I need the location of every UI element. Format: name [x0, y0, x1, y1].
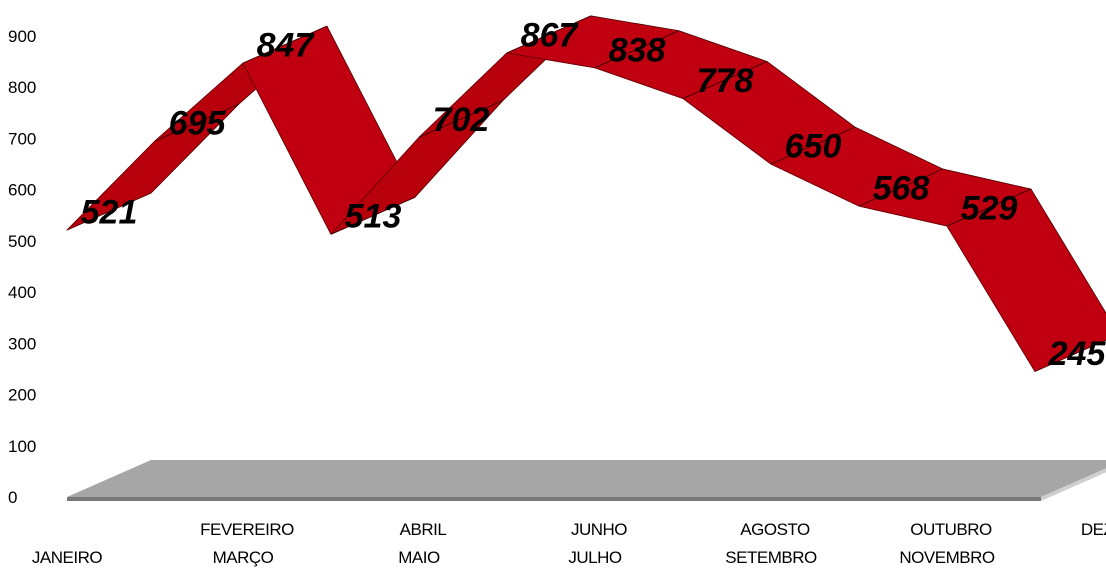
data-label: 838 — [609, 31, 666, 69]
x-tick-label-dezembro: DEZEMBRO — [1081, 520, 1106, 539]
ribbon-crease — [418, 100, 504, 138]
ribbon-front-edge — [682, 98, 772, 165]
ribbon-front-edge — [858, 205, 948, 227]
ribbon-front-edge — [594, 67, 684, 99]
y-tick-label: 100 — [8, 437, 36, 456]
data-label: 650 — [785, 128, 842, 166]
ribbon-crease — [594, 30, 680, 69]
y-tick-label: 200 — [8, 386, 36, 405]
y-tick-label: 600 — [8, 181, 36, 200]
x-tick-label-agosto: AGOSTO — [740, 520, 810, 539]
x-tick-label-julho: JULHO — [568, 548, 622, 567]
ribbon-crease — [858, 168, 944, 207]
x-tick-label-abril: ABRIL — [400, 520, 447, 539]
ribbon-series — [66, 15, 1106, 372]
ribbon-crease — [682, 61, 768, 99]
y-tick-label: 700 — [8, 129, 36, 148]
ribbon-front-edge — [506, 52, 596, 69]
data-label: 778 — [697, 62, 754, 100]
x-tick-label-fevereiro: FEVEREIRO — [200, 520, 294, 539]
ribbon-crease — [154, 103, 240, 142]
ribbon-crease — [330, 196, 416, 235]
ribbon-crease — [242, 25, 328, 64]
x-tick-label-marco: MARÇO — [213, 548, 274, 567]
y-tick-label: 800 — [8, 78, 36, 97]
floor-front-edge — [67, 497, 1041, 501]
data-label: 513 — [345, 198, 402, 236]
y-tick-label: 300 — [8, 334, 36, 353]
data-label: 245 — [1048, 335, 1106, 373]
ribbon-crease — [946, 188, 1032, 227]
y-tick-label: 0 — [8, 488, 17, 507]
y-axis: 0 100 200 300 400 500 600 700 800 900 — [8, 27, 36, 507]
ribbon-front-edge — [154, 62, 244, 142]
y-tick-label: 500 — [8, 232, 36, 251]
x-tick-label-setembro: SETEMBRO — [725, 548, 817, 567]
ribbon-front-edge — [418, 52, 508, 138]
y-tick-label: 900 — [8, 27, 36, 46]
x-tick-label-outubro: OUTUBRO — [910, 520, 992, 539]
ribbon-crease — [770, 126, 856, 165]
data-label: 521 — [81, 194, 138, 232]
data-label: 847 — [257, 27, 316, 65]
data-label: 529 — [961, 190, 1018, 228]
x-tick-label-junho: JUNHO — [571, 520, 627, 539]
x-tick-label-novembro: NOVEMBRO — [899, 548, 994, 567]
data-label: 568 — [873, 170, 930, 208]
floor-side-edge — [1041, 468, 1106, 501]
data-label: 702 — [433, 101, 490, 139]
ribbon-front-edge — [242, 62, 332, 235]
data-labels: 521 695 847 513 702 867 838 778 650 568 529 245 — [81, 16, 1106, 373]
data-label: 867 — [521, 16, 580, 54]
floor-plane — [67, 460, 1106, 497]
y-tick-label: 400 — [8, 283, 36, 302]
chart-floor — [67, 460, 1106, 501]
ribbon-crease — [506, 15, 592, 54]
ribbon-front-edge — [66, 140, 156, 231]
x-axis: JANEIRO FEVEREIRO MARÇO ABRIL MAIO JUNHO JULHO… — [32, 520, 1106, 567]
ribbon-front-edge — [330, 137, 420, 235]
data-label: 695 — [169, 105, 227, 143]
x-tick-label-maio: MAIO — [398, 548, 440, 567]
ribbon-front-edge — [946, 225, 1036, 372]
x-tick-label-janeiro: JANEIRO — [32, 548, 102, 567]
ribbon-front-edge — [770, 163, 860, 207]
